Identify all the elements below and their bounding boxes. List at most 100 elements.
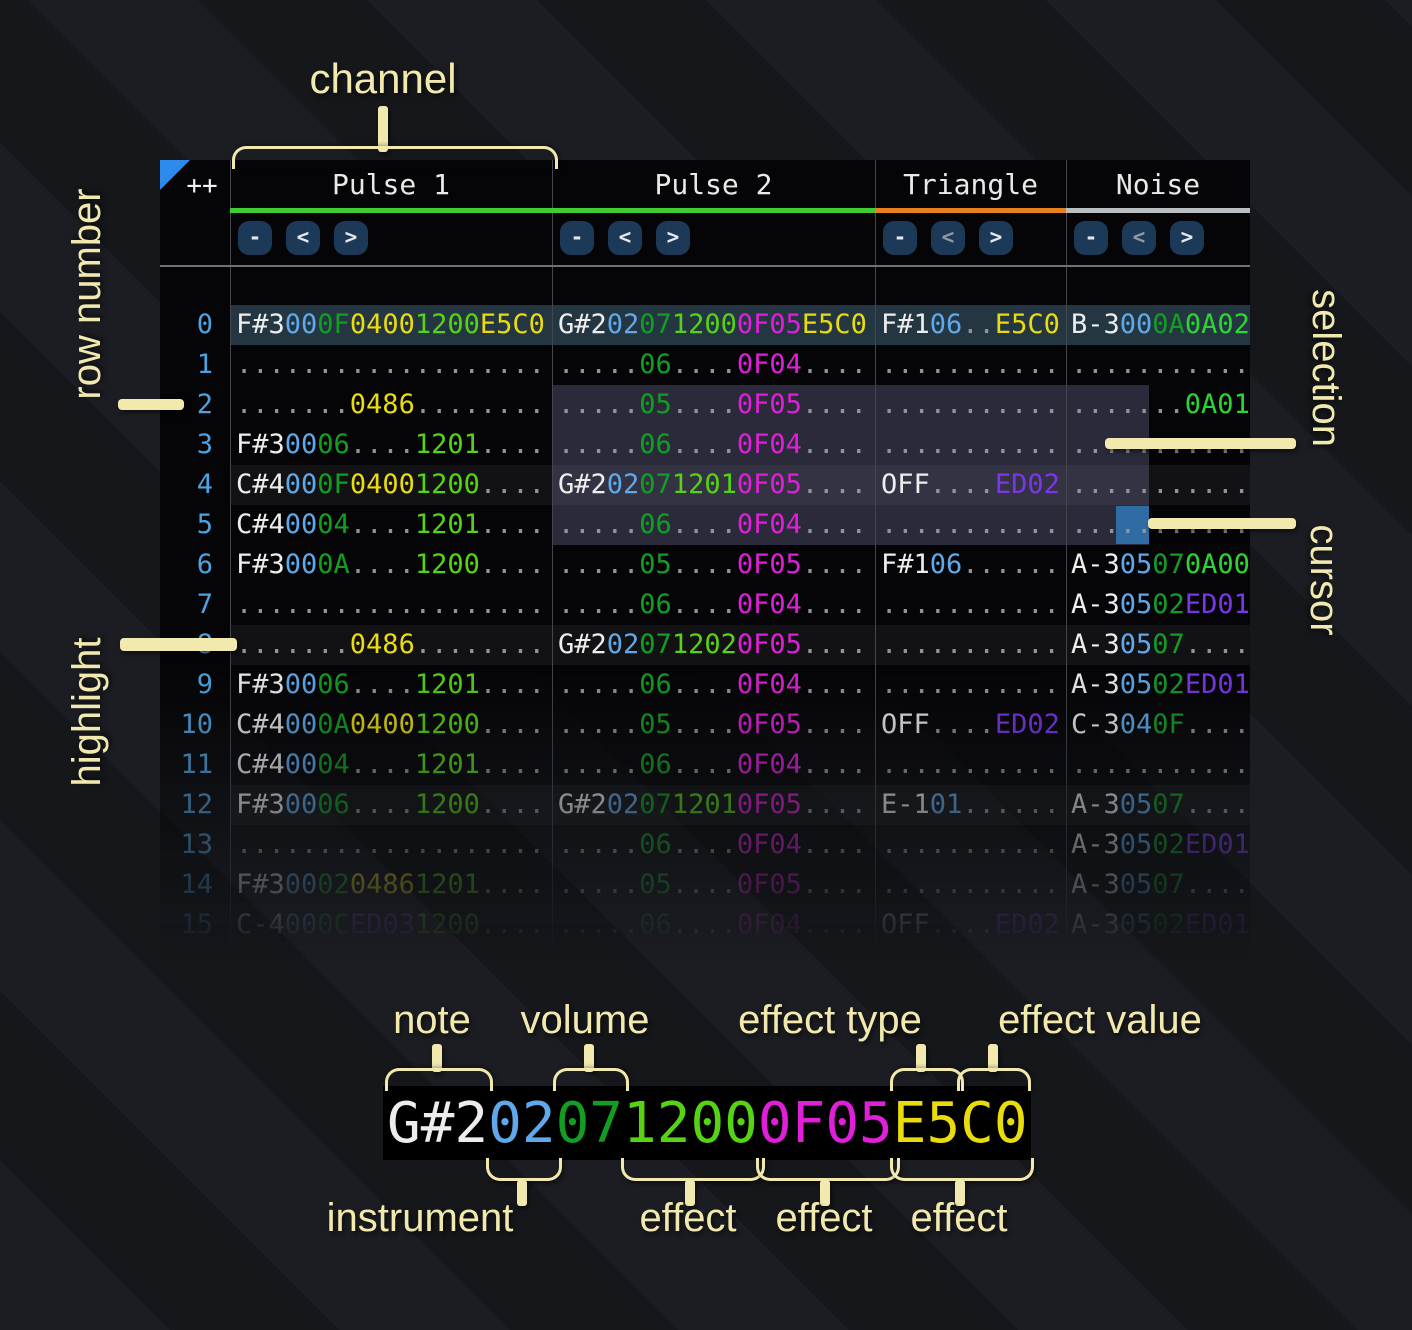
channel-next-button[interactable]: > xyxy=(334,221,368,255)
pattern-cell[interactable]: F#3000F04001200E5C0 xyxy=(236,305,545,345)
pattern-cell[interactable]: .....06....0F04.... xyxy=(558,345,867,385)
pattern-cell[interactable]: .....06....0F04.... xyxy=(558,825,867,865)
pattern-cell[interactable]: C-3040F.... xyxy=(1071,705,1250,745)
pattern-cell[interactable]: F#106..E5C0 xyxy=(881,305,1060,345)
channel-next-button[interactable]: > xyxy=(979,221,1013,255)
pattern-cell[interactable]: ................... xyxy=(236,585,545,625)
pattern-cell[interactable]: .....06....0F04.... xyxy=(558,665,867,705)
pattern-segment: G#2 xyxy=(558,629,607,660)
channel-header-noise[interactable]: Noise xyxy=(1115,168,1201,201)
pattern-cell[interactable]: A-30502ED01 xyxy=(1071,585,1250,625)
pattern-segment: 07 xyxy=(1152,629,1185,660)
pattern-cell[interactable]: G#2020712010F05.... xyxy=(558,785,867,825)
pattern-cell[interactable]: ........... xyxy=(881,385,1060,425)
pattern-cell[interactable]: OFF....ED02 xyxy=(881,465,1060,505)
pattern-segment: C#4 xyxy=(236,469,285,500)
pattern-cell[interactable]: .....06....0F04.... xyxy=(558,505,867,545)
pattern-cell[interactable]: .....06....0F04.... xyxy=(558,905,867,945)
pattern-cell[interactable]: ................... xyxy=(236,825,545,865)
pattern-cell[interactable]: ........... xyxy=(881,865,1060,905)
channel-next-button[interactable]: > xyxy=(656,221,690,255)
pattern-segment: 06 xyxy=(639,429,672,460)
pattern-cell[interactable]: F#30006....1201.... xyxy=(236,425,545,465)
pattern-row: 10 C#4000A04001200.... .....05....0F05....… xyxy=(160,705,1250,745)
pattern-cell[interactable]: ........... xyxy=(1071,465,1250,505)
pattern-cell[interactable]: .....06....0F04.... xyxy=(558,745,867,785)
pattern-cell[interactable]: ........... xyxy=(881,665,1060,705)
pattern-cell[interactable]: A-30502ED01 xyxy=(1071,665,1250,705)
pattern-segment: .... xyxy=(671,669,737,700)
pattern-cell[interactable]: A-305070A00 xyxy=(1071,545,1250,585)
pattern-cell[interactable]: ........... xyxy=(1071,345,1250,385)
channel-prev-button[interactable]: < xyxy=(931,221,965,255)
annotation-cursor-label: cursor xyxy=(1302,524,1346,636)
pattern-segment: A-3 xyxy=(1071,589,1120,620)
pattern-cell[interactable]: G#2020712020F05.... xyxy=(558,625,867,665)
pattern-cell[interactable]: ........... xyxy=(881,345,1060,385)
pattern-segment: 0A00 xyxy=(1184,549,1250,580)
pattern-cell[interactable]: .....05....0F05.... xyxy=(558,705,867,745)
corner-control[interactable]: ++ xyxy=(186,171,218,201)
pattern-segment: .... xyxy=(929,909,995,940)
pattern-cell[interactable]: .....05....0F05.... xyxy=(558,865,867,905)
pattern-segment: ..... xyxy=(558,829,640,860)
pattern-cell[interactable]: F#106...... xyxy=(881,545,1060,585)
selection-region[interactable] xyxy=(552,385,1149,545)
channel-header-pulse-2[interactable]: Pulse 2 xyxy=(654,168,773,201)
pattern-cell[interactable]: A-30502ED01 xyxy=(1071,825,1250,865)
pattern-cell[interactable]: A-30502ED01 xyxy=(1071,905,1250,945)
pattern-cursor[interactable] xyxy=(1116,506,1149,544)
pattern-cell[interactable]: ........... xyxy=(881,505,1060,545)
pattern-row: 12 F#30006....1200.... G#2020712010F05....… xyxy=(160,785,1250,825)
pattern-row: 14 F#3000204861201.... .....05....0F05....… xyxy=(160,865,1250,905)
pattern-cell[interactable]: .......0A01 xyxy=(1071,385,1250,425)
pattern-cell[interactable]: ........... xyxy=(881,825,1060,865)
pattern-cell[interactable]: .......0486........ xyxy=(236,385,545,425)
pattern-cell[interactable]: G#2020712000F05E5C0 xyxy=(558,305,867,345)
pattern-cell[interactable]: C#40004....1201.... xyxy=(236,745,545,785)
channel-header-pulse-1[interactable]: Pulse 1 xyxy=(331,168,450,201)
pattern-cell[interactable]: C#40004....1201.... xyxy=(236,505,545,545)
pattern-cell[interactable]: F#3000A....1200.... xyxy=(236,545,545,585)
channel-mute-button[interactable]: - xyxy=(1074,221,1108,255)
pattern-cell[interactable]: F#30006....1201.... xyxy=(236,665,545,705)
pattern-cell[interactable]: ................... xyxy=(236,345,545,385)
pattern-cell[interactable]: .....06....0F04.... xyxy=(558,585,867,625)
pattern-cell[interactable]: ........... xyxy=(881,585,1060,625)
pattern-segment: ........... xyxy=(881,349,1060,380)
pattern-cell[interactable]: ........... xyxy=(881,625,1060,665)
channel-mute-button[interactable]: - xyxy=(238,221,272,255)
pattern-cell[interactable]: A-30507.... xyxy=(1071,625,1250,665)
channel-next-button[interactable]: > xyxy=(1170,221,1204,255)
pattern-cell[interactable]: C#4000F04001200.... xyxy=(236,465,545,505)
pattern-segment: 1200 xyxy=(414,549,480,580)
pattern-cell[interactable]: .......0486........ xyxy=(236,625,545,665)
row-number: 9 xyxy=(196,669,213,700)
pattern-cell[interactable]: OFF....ED02 xyxy=(881,705,1060,745)
pattern-cell[interactable]: .....05....0F05.... xyxy=(558,385,867,425)
pattern-segment: .... xyxy=(671,749,737,780)
pattern-cell[interactable]: ........... xyxy=(881,745,1060,785)
pattern-cell[interactable]: .....06....0F04.... xyxy=(558,425,867,465)
channel-mute-button[interactable]: - xyxy=(560,221,594,255)
pattern-segment: 00 xyxy=(284,309,318,340)
pattern-cell[interactable]: E-101...... xyxy=(881,785,1060,825)
pattern-cell[interactable]: F#30006....1200.... xyxy=(236,785,545,825)
pattern-cell[interactable]: OFF....ED02 xyxy=(881,905,1060,945)
channel-mute-button[interactable]: - xyxy=(883,221,917,255)
channel-prev-button[interactable]: < xyxy=(286,221,320,255)
pattern-cell[interactable]: C-4000CED031200.... xyxy=(236,905,545,945)
pattern-segment: ED02 xyxy=(994,709,1060,740)
pattern-cell[interactable]: A-30507.... xyxy=(1071,785,1250,825)
channel-prev-button[interactable]: < xyxy=(608,221,642,255)
pattern-cell[interactable]: B-3000A0A02 xyxy=(1071,305,1250,345)
channel-prev-button[interactable]: < xyxy=(1122,221,1156,255)
pattern-cell[interactable]: F#3000204861201.... xyxy=(236,865,545,905)
channel-header-triangle[interactable]: Triangle xyxy=(903,168,1038,201)
pattern-cell[interactable]: C#4000A04001200.... xyxy=(236,705,545,745)
pattern-cell[interactable]: ........... xyxy=(1071,745,1250,785)
pattern-cell[interactable]: G#2020712010F05.... xyxy=(558,465,867,505)
pattern-cell[interactable]: ........... xyxy=(881,425,1060,465)
pattern-cell[interactable]: .....05....0F05.... xyxy=(558,545,867,585)
pattern-cell[interactable]: A-30507.... xyxy=(1071,865,1250,905)
